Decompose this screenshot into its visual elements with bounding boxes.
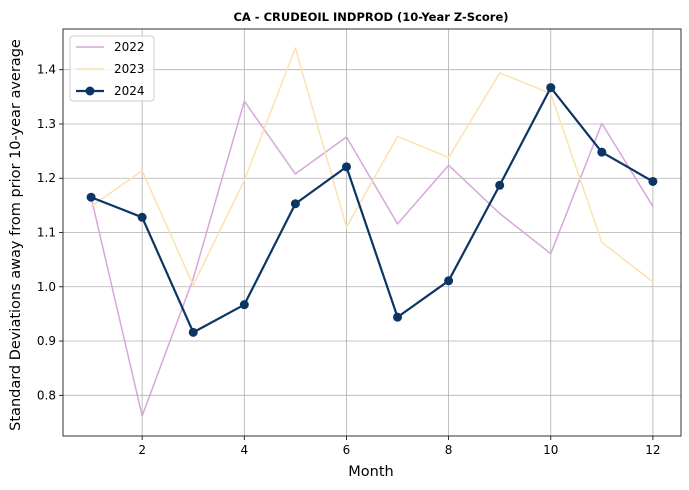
legend-label-2023: 2023 [114, 62, 145, 76]
legend-box [69, 35, 155, 102]
y-tick-label: 1.4 [37, 63, 56, 77]
y-tick-label: 0.9 [37, 334, 56, 348]
data-point-2024 [239, 300, 249, 310]
y-tick-label: 1.3 [37, 117, 56, 131]
series-line-2024 [90, 86, 654, 334]
y-tick-label: 1.1 [37, 226, 56, 240]
tick-layer: 2 4 6 8 10 12 0.8 0.9 1.0 1.1 1.2 1.3 1.4 [37, 63, 661, 457]
legend: 2022 2023 2024 [69, 35, 155, 102]
series-line-2022 [90, 100, 654, 417]
legend-label-2024: 2024 [114, 84, 145, 98]
legend-marker-2024 [85, 86, 95, 96]
x-axis-label: Month [348, 464, 393, 480]
data-point-2024 [341, 162, 351, 172]
y-axis-label: Standard Deviations away from prior 10-y… [8, 39, 24, 431]
data-point-2024 [495, 180, 505, 190]
series-layer [86, 47, 658, 417]
legend-label-2022: 2022 [114, 40, 145, 54]
grid [63, 29, 681, 436]
y-tick-label: 1.0 [37, 280, 56, 294]
x-tick-label: 8 [445, 443, 453, 457]
data-point-2024 [393, 312, 403, 322]
data-point-2024 [597, 147, 607, 157]
series-line-2023 [90, 47, 654, 286]
data-point-2024 [648, 176, 658, 186]
x-tick-label: 10 [543, 443, 558, 457]
data-point-2024 [86, 192, 96, 202]
x-tick-label: 6 [343, 443, 351, 457]
chart-title: CA - CRUDEOIL INDPROD (10-Year Z-Score) [233, 10, 508, 24]
data-point-2024 [546, 83, 556, 93]
x-tick-label: 12 [645, 443, 660, 457]
y-tick-label: 1.2 [37, 171, 56, 185]
data-point-2024 [188, 327, 198, 337]
data-point-2024 [137, 212, 147, 222]
y-tick-label: 0.8 [37, 388, 56, 402]
data-point-2024 [290, 199, 300, 209]
data-point-2024 [444, 276, 454, 286]
x-tick-label: 2 [138, 443, 146, 457]
x-tick-label: 4 [240, 443, 248, 457]
